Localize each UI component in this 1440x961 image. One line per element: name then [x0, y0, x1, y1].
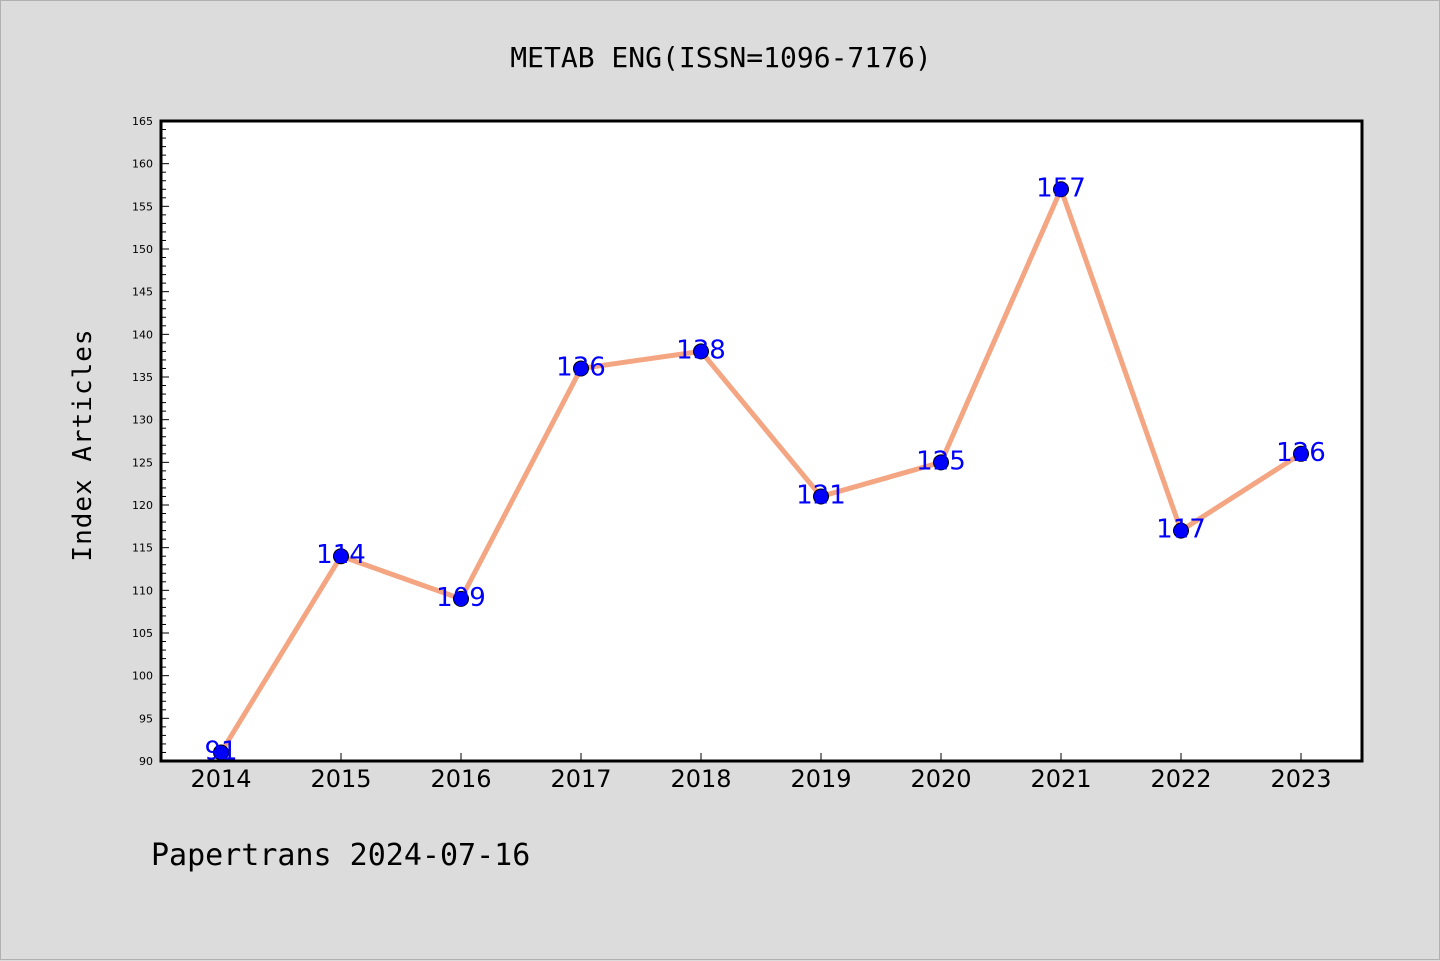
- y-tick-label: 100: [132, 670, 153, 683]
- x-tick-label: 2022: [1150, 765, 1211, 793]
- y-tick-label: 105: [132, 627, 153, 640]
- data-point: [573, 360, 589, 377]
- y-tick-label: 155: [132, 200, 153, 213]
- x-tick-label: 2014: [190, 765, 251, 793]
- data-label: 109: [436, 583, 486, 613]
- y-axis-ticks: 90 95 100 105 110 115 120 125 130 135 140 145 150 155…: [132, 115, 169, 768]
- series-line-group: [218, 186, 1304, 755]
- data-label: 138: [676, 335, 726, 365]
- y-tick-label: 90: [139, 755, 153, 768]
- data-label: 114: [316, 540, 366, 570]
- data-label: 126: [1276, 438, 1326, 468]
- plot-area: [161, 121, 1362, 761]
- data-label: 117: [1156, 515, 1206, 545]
- y-tick-label: 110: [132, 584, 153, 597]
- y-tick-label: 135: [132, 371, 153, 384]
- y-tick-label: 95: [139, 712, 153, 725]
- data-point: [933, 454, 949, 471]
- data-point: [333, 548, 349, 565]
- x-tick-label: 2023: [1270, 765, 1331, 793]
- x-tick-label: 2016: [430, 765, 491, 793]
- y-tick-label: 115: [132, 542, 153, 555]
- data-point: [693, 343, 709, 360]
- y-tick-label: 120: [132, 499, 153, 512]
- x-tick-label: 2021: [1030, 765, 1091, 793]
- y-tick-label: 130: [132, 414, 153, 427]
- y-tick-label: 165: [132, 115, 153, 128]
- data-label: 136: [556, 352, 606, 382]
- series-line: [218, 186, 1304, 755]
- data-label: 157: [1036, 173, 1086, 203]
- x-tick-label: 2018: [670, 765, 731, 793]
- x-axis-ticks: 2014 2015 2016 2017 2018 2019 2020 2021 2022 2023: [190, 753, 1332, 793]
- data-point: [813, 488, 829, 505]
- y-tick-label: 160: [132, 158, 153, 171]
- data-label: 125: [916, 446, 966, 476]
- data-label: 121: [796, 480, 846, 510]
- x-tick-label: 2020: [910, 765, 971, 793]
- data-markers: [213, 181, 1309, 761]
- y-axis-label: Index Articles: [68, 328, 98, 561]
- x-tick-label: 2015: [310, 765, 371, 793]
- data-point: [1293, 445, 1309, 462]
- chart-title: METAB ENG(ISSN=1096-7176): [510, 41, 931, 74]
- y-tick-label: 145: [132, 286, 153, 299]
- data-point: [453, 590, 469, 607]
- plot-border: [159, 119, 1364, 763]
- y-tick-label: 150: [132, 243, 153, 256]
- footer-text: Papertrans 2024-07-16: [151, 838, 530, 873]
- y-tick-label: 125: [132, 456, 153, 469]
- data-point: [1173, 522, 1189, 539]
- data-point: [1053, 181, 1069, 198]
- x-tick-label: 2019: [790, 765, 851, 793]
- x-tick-label: 2017: [550, 765, 611, 793]
- y-tick-label: 140: [132, 328, 153, 341]
